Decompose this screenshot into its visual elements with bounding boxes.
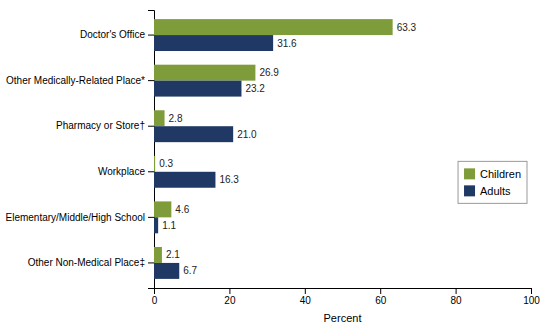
x-tick: 40 <box>300 288 312 306</box>
data-labels: 63.3 26.9 2.8 0.3 4.6 2.1 31.6 23.2 21.0 16.3 1.1 6… <box>159 22 416 277</box>
data-label: 31.6 <box>277 38 297 49</box>
y-tick: Pharmacy or Store† <box>56 120 154 131</box>
x-tick-label: 20 <box>224 295 236 306</box>
y-tick-label: Other Medically-Related Place* <box>6 75 145 86</box>
x-axis-line <box>155 289 532 295</box>
data-label: 23.2 <box>245 83 265 94</box>
y-tick: Other Non-Medical Place‡ <box>28 257 154 268</box>
plot: 0 20 40 60 80 100 Doctor's Office Other Medical… <box>5 11 540 325</box>
legend-swatch <box>464 168 475 179</box>
x-tick-mark <box>531 288 532 294</box>
legend-label: Adults <box>480 185 511 197</box>
bar <box>154 35 273 51</box>
data-label: 0.3 <box>159 158 173 169</box>
bar <box>154 81 241 97</box>
chart: 0 20 40 60 80 100 Doctor's Office Other Medical… <box>0 0 553 328</box>
y-tick: Elementary/Middle/High School <box>5 212 154 223</box>
data-label: 2.8 <box>169 113 183 124</box>
bar <box>154 65 255 81</box>
y-tick-label: Doctor's Office <box>80 29 146 40</box>
data-label: 21.0 <box>237 129 257 140</box>
y-tick: Doctor's Office <box>80 29 154 40</box>
y-tick-label: Elementary/Middle/High School <box>5 212 145 223</box>
y-tick-label: Other Non-Medical Place‡ <box>28 257 145 268</box>
y-tick-mark <box>148 35 154 36</box>
x-tick: 80 <box>451 288 463 306</box>
y-tick-mark <box>148 262 154 263</box>
x-tick-mark <box>456 288 457 294</box>
legend-swatch <box>464 185 475 196</box>
x-tick-mark <box>380 288 381 294</box>
bar <box>154 126 233 142</box>
bar <box>154 217 158 233</box>
y-axis: Doctor's Office Other Medically-Related P… <box>5 11 154 289</box>
y-tick-label: Pharmacy or Store† <box>56 120 145 131</box>
data-label: 2.1 <box>166 249 180 260</box>
data-label: 1.1 <box>162 220 176 231</box>
x-tick: 60 <box>375 288 387 306</box>
y-axis-line <box>148 11 155 289</box>
data-label: 6.7 <box>183 265 197 276</box>
y-tick: Other Medically-Related Place* <box>6 75 154 86</box>
x-tick: 0 <box>152 288 158 306</box>
y-tick: Workplace <box>98 166 154 177</box>
bar <box>154 201 171 217</box>
x-tick: 100 <box>523 288 540 306</box>
x-tick-mark <box>229 288 230 294</box>
x-tick-label: 0 <box>152 295 158 306</box>
legend-label: Children <box>480 168 521 180</box>
y-tick-label: Workplace <box>98 166 145 177</box>
y-tick-mark <box>148 80 154 81</box>
x-tick-label: 100 <box>523 295 540 306</box>
x-axis-title: Percent <box>324 312 362 324</box>
bar <box>154 247 162 263</box>
legend: Children Adults <box>458 161 527 203</box>
x-tick: 20 <box>224 288 236 306</box>
data-label: 63.3 <box>397 22 417 33</box>
x-tick-label: 60 <box>375 295 387 306</box>
bar <box>154 263 179 279</box>
bar <box>154 19 393 35</box>
data-label: 26.9 <box>259 67 279 78</box>
y-tick-mark <box>148 217 154 218</box>
x-tick-label: 40 <box>300 295 312 306</box>
bars <box>154 19 393 279</box>
legend-frame <box>458 161 527 203</box>
x-axis: 0 20 40 60 80 100 <box>152 288 541 306</box>
bar <box>154 156 155 172</box>
y-tick-mark <box>148 126 154 127</box>
x-tick-label: 80 <box>451 295 463 306</box>
bar <box>154 110 165 126</box>
y-tick-mark <box>148 171 154 172</box>
data-label: 16.3 <box>219 174 239 185</box>
data-label: 4.6 <box>175 204 189 215</box>
bar <box>154 172 215 188</box>
x-tick-mark <box>305 288 306 294</box>
